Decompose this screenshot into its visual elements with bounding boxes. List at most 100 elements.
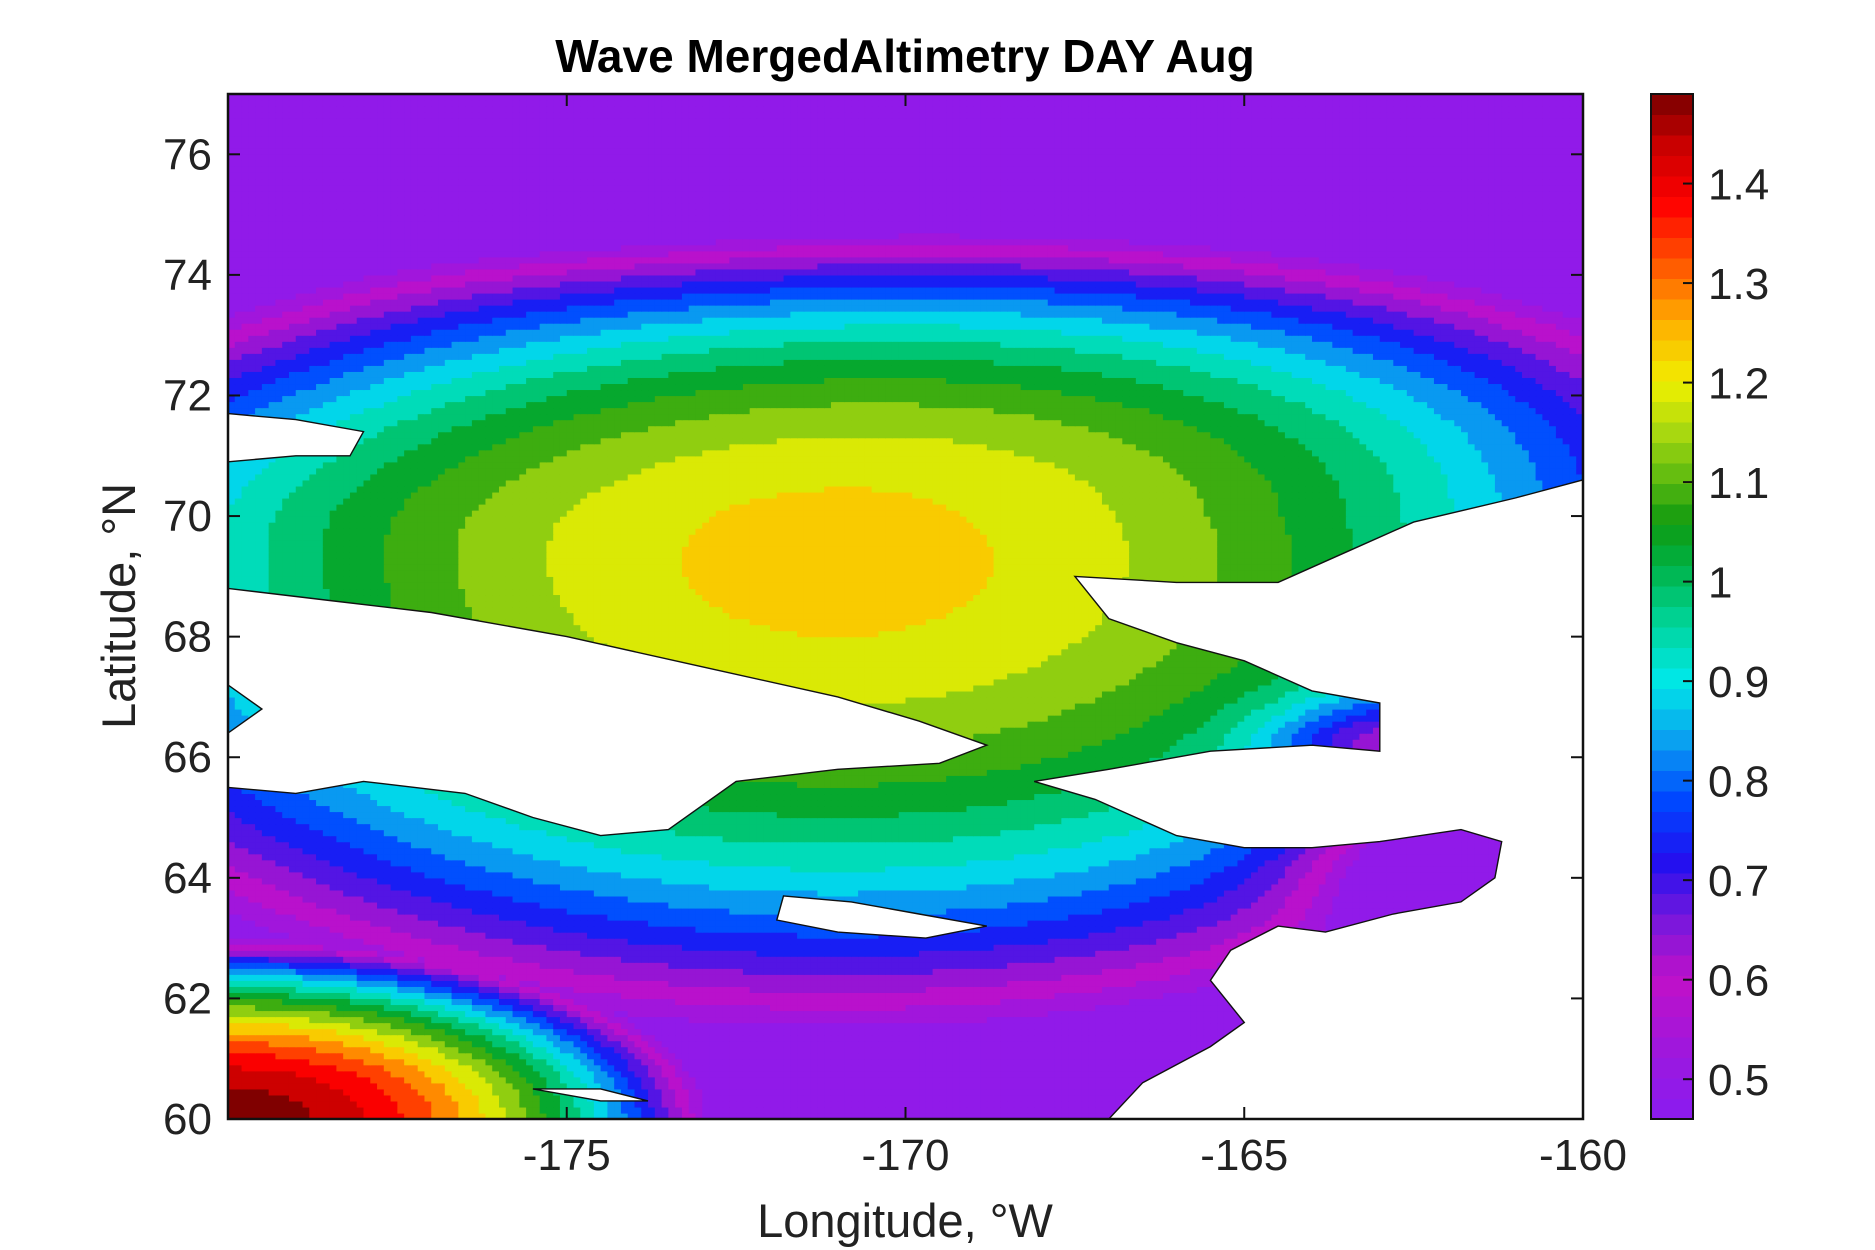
field-cell [600,974,608,981]
field-cell [824,1052,832,1060]
field-cell [1013,1094,1022,1102]
field-cell [424,1100,432,1108]
field-cell [1013,998,1022,1006]
field-cell [919,1076,927,1084]
field-cell [858,998,866,1006]
field-cell [695,1094,703,1102]
field-cell [587,992,595,1000]
field-cell [742,1100,751,1108]
field-cell [1081,1052,1090,1060]
field-cell [1074,1064,1083,1072]
field-cell [736,1112,744,1119]
field-cell [1122,1082,1130,1090]
field-cell [404,1082,412,1090]
field-cell [810,1088,819,1096]
field-cell [1142,1016,1150,1024]
field-cell [1000,1040,1008,1048]
field-cell [241,1022,249,1030]
field-cell [980,1094,988,1102]
field-cell [783,1016,791,1024]
field-cell [424,1112,432,1119]
field-cell [871,1040,879,1048]
field-cell [499,1052,507,1060]
field-cell [241,1088,249,1096]
field-cell [288,968,297,975]
field-cell [1068,1058,1076,1066]
field-cell [383,1070,392,1078]
field-cell [648,1040,656,1048]
field-cell [424,974,432,981]
field-cell [844,992,852,1000]
field-cell [702,1058,710,1066]
field-cell [729,986,737,993]
field-cell [898,1100,907,1108]
field-cell [770,1094,778,1102]
field-cell [776,968,785,975]
field-cell [668,974,676,981]
field-cell [973,1100,981,1108]
field-cell [864,1100,873,1108]
field-cell [756,974,764,981]
field-cell [1135,1034,1144,1042]
field-cell [532,1100,541,1108]
field-cell [1142,1046,1150,1054]
field-cell [363,1106,371,1114]
field-cell [729,1052,737,1060]
field-cell [1074,974,1083,981]
field-cell [858,1022,866,1030]
field-cell [783,1094,791,1102]
field-cell [566,1028,575,1036]
field-cell [973,1082,981,1090]
field-cell [322,1094,331,1102]
field-cell [282,1040,290,1048]
field-cell [797,1076,805,1084]
field-cell [1176,992,1184,1000]
field-cell [424,1046,432,1054]
field-cell [756,1028,764,1036]
field-cell [248,1046,256,1054]
field-cell [471,1046,480,1054]
field-cell [532,1058,541,1066]
field-cell [837,998,846,1006]
field-cell [363,1010,371,1018]
field-cell [830,1100,839,1108]
field-cell [1183,1004,1191,1012]
field-cell [627,1082,636,1090]
field-cell [1020,1094,1029,1102]
field-cell [485,1070,493,1078]
field-cell [356,1064,365,1072]
field-cell [1135,1010,1144,1018]
field-cell [505,1076,514,1084]
field-cell [1183,998,1191,1006]
field-cell [492,1082,500,1090]
field-cell [1095,1046,1103,1054]
field-cell [255,968,263,975]
field-cell [282,1082,290,1090]
field-cell [322,998,331,1006]
field-cell [1041,1046,1049,1054]
field-cell [275,1058,283,1066]
field-cell [1203,974,1211,981]
field-cell [377,1070,385,1078]
field-cell [1027,1082,1035,1090]
field-cell [519,1106,527,1114]
field-cell [1061,992,1069,1000]
field-cell [1149,1064,1157,1072]
field-cell [959,1052,968,1060]
field-cell [1169,998,1178,1006]
field-cell [505,1004,514,1012]
field-cell [952,1064,961,1072]
field-cell [1041,1106,1049,1114]
field-cell [1041,998,1049,1006]
field-cell [1108,1082,1117,1090]
field-cell [282,986,290,993]
field-cell [485,1058,493,1066]
field-cell [810,1040,819,1048]
field-cell [709,1100,717,1108]
field-cell [1088,1022,1096,1030]
field-cell [417,1088,426,1096]
field-cell [343,1046,351,1054]
field-cell [322,1070,331,1078]
field-cell [959,1022,968,1030]
field-cell [1101,986,1110,993]
